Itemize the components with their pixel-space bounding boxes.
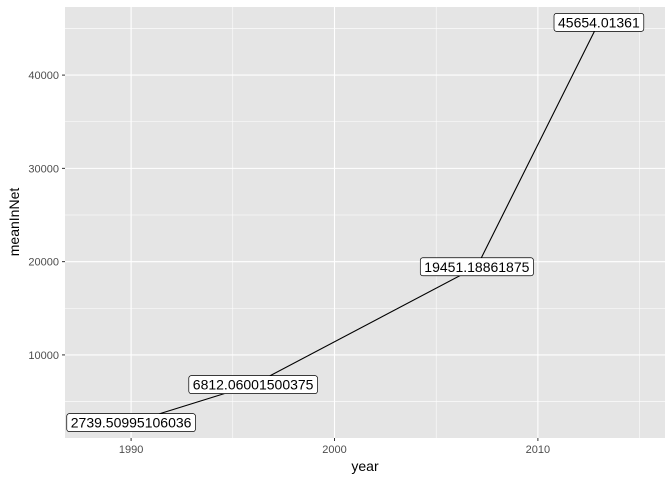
data-label: 19451.18861875 bbox=[419, 257, 534, 277]
data-label-box bbox=[66, 413, 196, 432]
data-label: 45654.01361 bbox=[553, 13, 645, 32]
data-labels: 2739.50995106036 6812.06001500375 19451.18… bbox=[66, 13, 645, 432]
y-axis: 10000 20000 30000 40000 bbox=[28, 70, 65, 362]
y-tick-label: 30000 bbox=[28, 163, 59, 175]
data-label-box bbox=[553, 13, 645, 32]
x-axis-title: year bbox=[351, 458, 379, 474]
minor-gridlines bbox=[65, 7, 665, 438]
major-gridlines bbox=[65, 7, 665, 438]
data-label: 2739.50995106036 bbox=[66, 413, 196, 432]
data-label-box bbox=[419, 257, 534, 277]
data-label-text: 19451.18861875 bbox=[424, 259, 529, 275]
y-tick-label: 10000 bbox=[28, 350, 59, 362]
y-tick-label: 20000 bbox=[28, 257, 59, 269]
x-tick-label: 2010 bbox=[526, 444, 550, 456]
x-axis: 1990 2000 2010 bbox=[119, 438, 550, 456]
data-label: 6812.06001500375 bbox=[188, 375, 318, 395]
data-label-box bbox=[188, 375, 318, 395]
data-label-text: 6812.06001500375 bbox=[193, 377, 314, 393]
data-label-text: 2739.50995106036 bbox=[71, 415, 192, 431]
x-tick-label: 1990 bbox=[119, 444, 143, 456]
y-axis-title: meanInNet bbox=[6, 188, 22, 257]
series-line bbox=[130, 22, 600, 424]
x-tick-label: 2000 bbox=[322, 444, 346, 456]
plot-panel bbox=[65, 7, 665, 438]
data-label-text: 45654.01361 bbox=[558, 14, 640, 30]
y-tick-label: 40000 bbox=[28, 70, 59, 82]
